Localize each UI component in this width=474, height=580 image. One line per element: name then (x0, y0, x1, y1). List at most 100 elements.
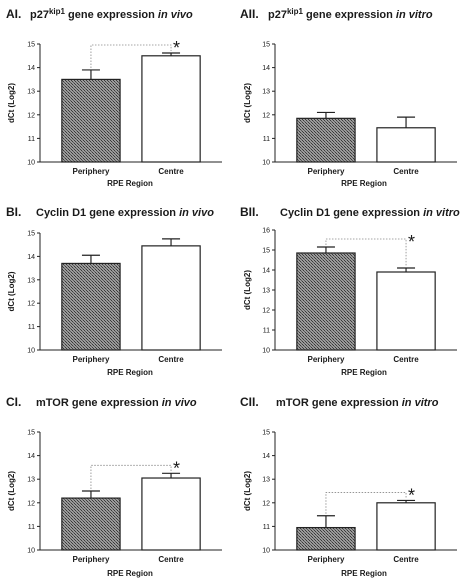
y-tick-label: 12 (27, 500, 35, 507)
bar (61, 497, 121, 551)
title-gene: mTOR (276, 397, 309, 409)
title-condition: in vivo (158, 9, 193, 21)
x-axis-label: RPE Region (107, 179, 153, 188)
y-tick-label: 10 (262, 160, 270, 167)
significance-marker: * (408, 485, 415, 505)
panel-label: BI. (6, 205, 21, 219)
y-axis-label: dCt (Log2) (243, 83, 252, 123)
y-axis-label: dCt (Log2) (243, 471, 252, 511)
title-superscript: kip1 (287, 7, 304, 16)
category-label: Centre (393, 167, 419, 176)
y-tick-label: 11 (263, 524, 270, 531)
panel-label: CII. (240, 395, 259, 409)
title-middle: gene expression (65, 9, 158, 21)
y-tick-label: 12 (262, 500, 270, 507)
category-label: Periphery (308, 555, 345, 564)
y-tick-label: 11 (28, 136, 35, 143)
category-label: Centre (393, 355, 419, 364)
y-tick-label: 11 (263, 328, 270, 335)
y-axis-label: dCt (Log2) (243, 270, 252, 310)
y-tick-label: 14 (262, 268, 270, 275)
y-tick-label: 12 (27, 112, 35, 119)
bar (61, 262, 121, 351)
significance-bracket (325, 492, 407, 514)
y-tick-label: 13 (27, 277, 35, 284)
y-axis-label: dCt (Log2) (7, 83, 16, 123)
title-condition: in vitro (423, 207, 460, 219)
chart-title: Cyclin D1 gene expression in vivo (36, 207, 214, 219)
y-tick-label: 13 (262, 477, 270, 484)
title-middle: gene expression (309, 397, 402, 409)
y-tick-label: 11 (263, 136, 270, 143)
x-axis-label: RPE Region (107, 368, 153, 377)
x-axis-label: RPE Region (341, 569, 387, 578)
significance-marker: * (408, 232, 415, 252)
panel-label: AI. (6, 7, 21, 21)
panel-label: CI. (6, 395, 21, 409)
y-tick-label: 12 (262, 308, 270, 315)
chart-title: Cyclin D1 gene expression in vitro (280, 207, 460, 219)
title-gene: p27 (30, 9, 49, 21)
title-superscript: kip1 (49, 7, 66, 16)
category-label: Periphery (73, 167, 110, 176)
bar (141, 245, 201, 351)
y-tick-label: 10 (262, 548, 270, 555)
y-axis-label: dCt (Log2) (7, 471, 16, 511)
title-middle: gene expression (69, 397, 162, 409)
bar (376, 127, 436, 163)
y-tick-label: 10 (27, 548, 35, 555)
y-tick-label: 14 (27, 65, 35, 72)
y-tick-label: 10 (27, 348, 35, 355)
y-tick-label: 15 (262, 248, 270, 255)
y-tick-label: 10 (27, 160, 35, 167)
title-middle: gene expression (86, 207, 179, 219)
y-tick-label: 13 (262, 288, 270, 295)
y-tick-label: 13 (262, 89, 270, 96)
significance-bracket (90, 44, 172, 68)
y-tick-label: 10 (262, 348, 270, 355)
y-tick-label: 15 (262, 430, 270, 437)
y-axis-label: dCt (Log2) (7, 271, 16, 311)
y-tick-label: 11 (28, 324, 35, 331)
title-condition: in vivo (162, 397, 197, 409)
category-label: Periphery (73, 355, 110, 364)
category-label: Centre (158, 167, 184, 176)
significance-marker: * (173, 458, 180, 478)
category-label: Periphery (73, 555, 110, 564)
x-axis-label: RPE Region (341, 179, 387, 188)
bar (376, 502, 436, 551)
y-tick-label: 14 (262, 65, 270, 72)
title-gene: mTOR (36, 397, 69, 409)
title-middle: gene expression (303, 9, 396, 21)
y-tick-label: 14 (262, 453, 270, 460)
y-tick-label: 16 (262, 228, 270, 235)
bar (141, 477, 201, 551)
title-gene: Cyclin D1 (36, 207, 86, 219)
y-tick-label: 12 (262, 112, 270, 119)
category-label: Periphery (308, 167, 345, 176)
significance-bracket (325, 238, 407, 266)
y-tick-label: 13 (27, 477, 35, 484)
y-tick-label: 15 (27, 231, 35, 238)
bar (296, 526, 356, 551)
chart-title: p27kip1 gene expression in vitro (268, 7, 433, 21)
category-label: Periphery (308, 355, 345, 364)
y-tick-label: 15 (27, 430, 35, 437)
bar (296, 252, 356, 351)
title-condition: in vivo (179, 207, 214, 219)
y-tick-label: 14 (27, 453, 35, 460)
title-condition: in vitro (396, 9, 433, 21)
title-middle: gene expression (330, 207, 423, 219)
panel-label: AII. (240, 7, 259, 21)
category-label: Centre (158, 355, 184, 364)
title-gene: p27 (268, 9, 287, 21)
bar (296, 117, 356, 163)
title-gene: Cyclin D1 (280, 207, 330, 219)
y-tick-label: 15 (262, 42, 270, 49)
y-tick-label: 13 (27, 89, 35, 96)
significance-bracket (90, 464, 172, 489)
y-tick-label: 14 (27, 254, 35, 261)
panel-label: BII. (240, 205, 259, 219)
significance-marker: * (173, 38, 180, 58)
